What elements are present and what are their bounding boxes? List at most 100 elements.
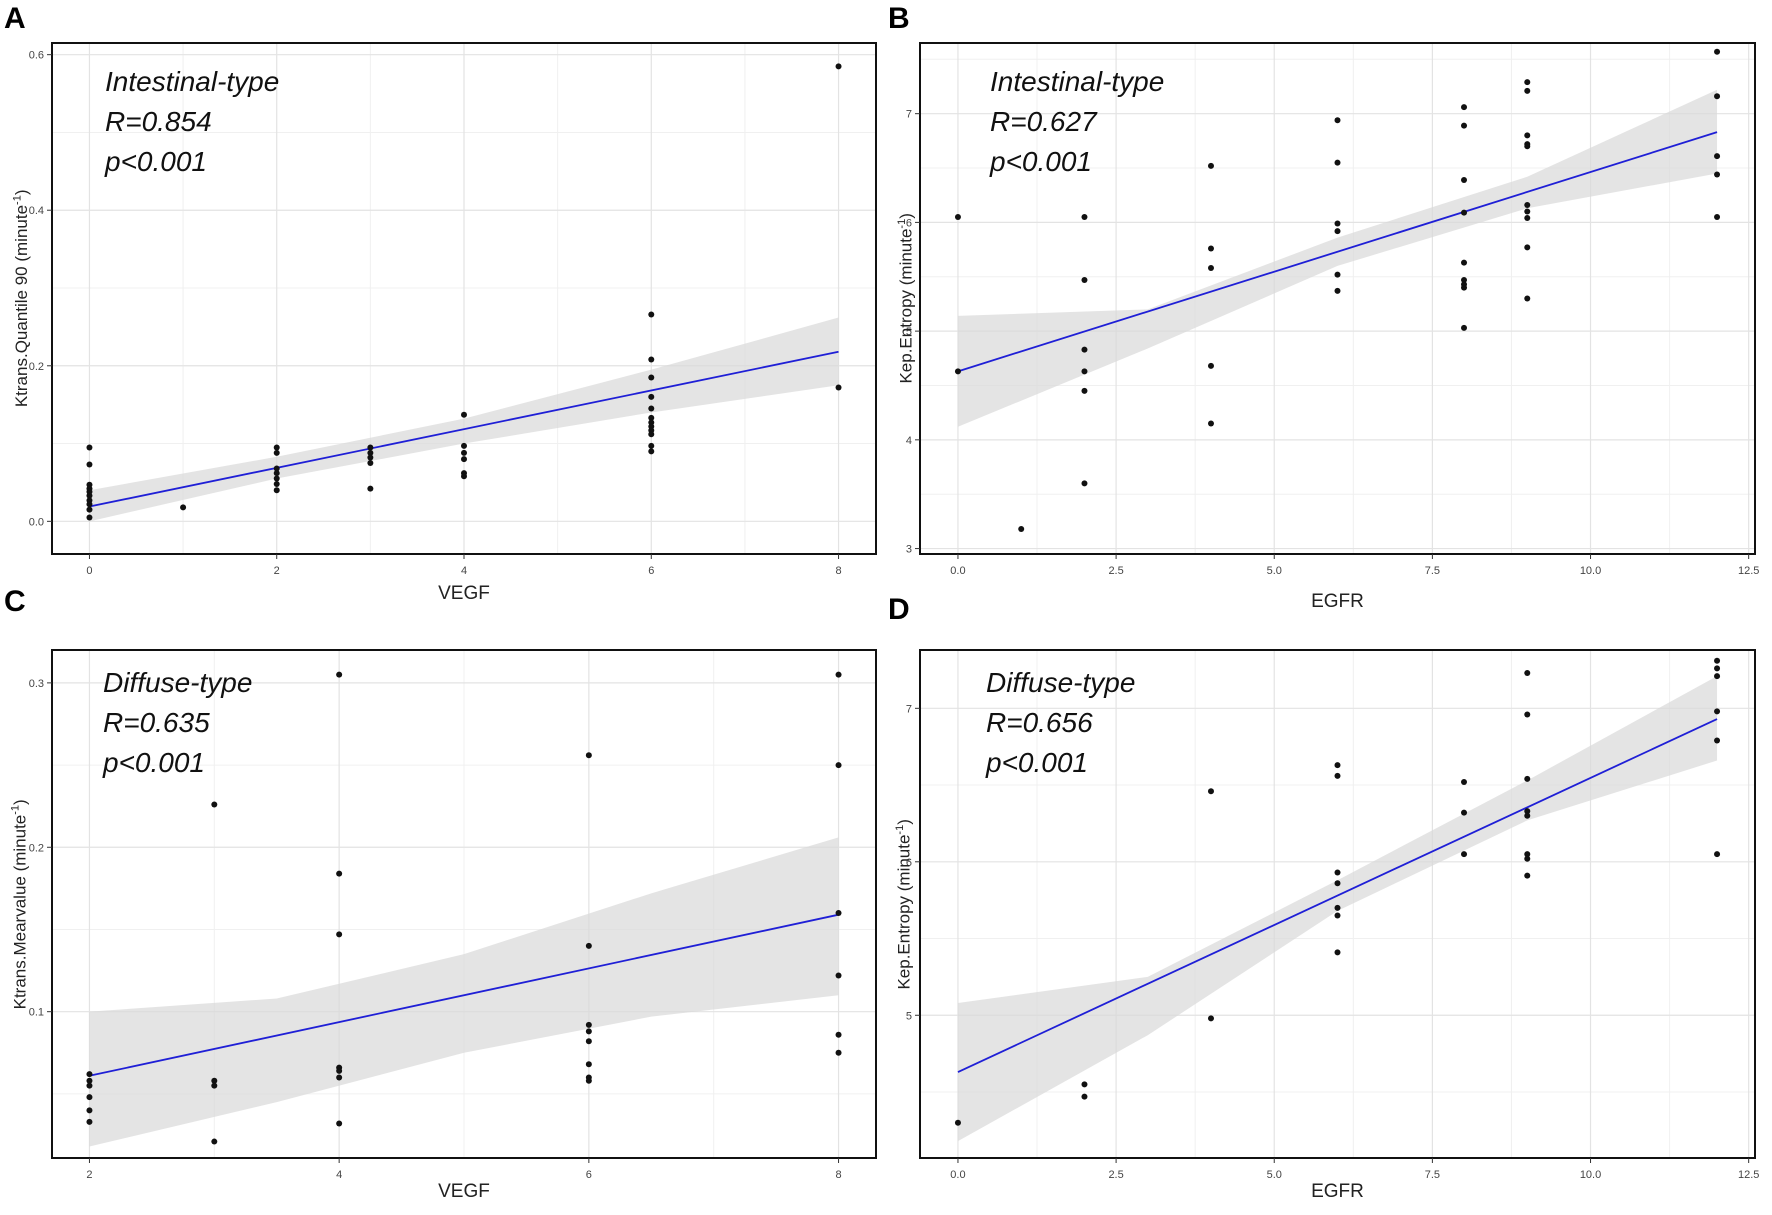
y-axis-label-text: Kep.Entropy (minute [896, 228, 916, 384]
data-point [1524, 872, 1531, 879]
regression-line [957, 131, 1718, 373]
panel-letter: C [4, 585, 26, 618]
data-point [1334, 772, 1341, 779]
x-tick-label: 7.5 [1425, 565, 1440, 577]
correlation-annotation: Intestinal-type R=0.854 p<0.001 [105, 62, 279, 182]
y-tick-label: 5 [906, 1010, 912, 1022]
data-point [273, 465, 280, 472]
x-tick-label: 2.5 [1108, 565, 1123, 577]
data-point [1714, 171, 1721, 178]
data-point [86, 1082, 93, 1089]
x-tick-label: 2 [274, 565, 280, 577]
annotation-p-value: p<0.001 [105, 146, 207, 177]
data-point [648, 374, 655, 381]
data-point [1524, 79, 1531, 86]
plot-border [51, 649, 877, 1159]
data-point [1714, 213, 1721, 220]
data-point [1081, 1081, 1088, 1088]
x-tick-label: 10.0 [1580, 565, 1601, 577]
data-point [1714, 657, 1721, 664]
plot-border [919, 42, 1756, 555]
data-point [336, 1120, 343, 1127]
y-axis-label-superscript: -1 [11, 195, 24, 205]
annotation-r-value: R=0.627 [990, 106, 1097, 137]
data-point [1018, 525, 1025, 532]
data-point [1334, 271, 1341, 278]
data-point [1081, 277, 1088, 284]
x-tick-label: 8 [835, 565, 841, 577]
data-point [1081, 480, 1088, 487]
data-point [1207, 162, 1214, 169]
data-point [1334, 869, 1341, 876]
data-point [461, 473, 467, 480]
data-point [835, 671, 842, 678]
y-axis-label-text: Kep.Entropy (minute [894, 834, 914, 990]
data-point [336, 1074, 343, 1081]
data-point [1524, 670, 1531, 677]
confidence-band [89, 837, 839, 1147]
y-tick-label: 3 [906, 544, 912, 556]
data-point [1334, 762, 1341, 769]
data-point [585, 752, 592, 759]
data-point [1207, 788, 1214, 795]
annotation-type: Intestinal-type [990, 66, 1165, 97]
data-point [1081, 346, 1088, 353]
data-point [86, 1118, 93, 1125]
plot-d: 0.0 2.5 5.0 7.5 10.0 12.5 5 6 7 [906, 649, 1759, 1181]
data-point [1714, 48, 1721, 55]
data-point [1524, 87, 1531, 94]
data-point [1334, 117, 1341, 124]
x-tick-label: 12.5 [1738, 1169, 1759, 1181]
y-tick-label: 4 [906, 435, 912, 447]
y-axis-label-superscript: -1 [895, 218, 908, 229]
data-point [1714, 708, 1721, 715]
data-point [585, 1028, 592, 1035]
y-axis-label-paren: ) [12, 189, 32, 196]
y-axis-label: Kep.Entropy (minute-1) [894, 819, 915, 989]
x-tick-label: 0.0 [950, 565, 965, 577]
data-point [648, 356, 655, 363]
y-tick-label: 6 [906, 857, 912, 869]
annotation-r-value: R=0.635 [103, 707, 210, 738]
data-point [1461, 259, 1468, 266]
data-point [367, 454, 374, 461]
data-point [585, 1038, 592, 1045]
data-point [585, 1077, 592, 1084]
data-point [835, 384, 842, 391]
data-point [1334, 287, 1341, 294]
data-point [835, 762, 842, 769]
y-axis-label: Kep.Entropy (minute-1) [896, 213, 917, 383]
y-axis-label-superscript: -1 [9, 804, 22, 815]
data-point [86, 506, 93, 513]
x-axis-label: EGFR [1311, 1181, 1364, 1202]
panel-letter: B [888, 2, 910, 35]
data-point [1524, 851, 1531, 858]
x-tick-label: 5.0 [1267, 565, 1282, 577]
x-axis-label: VEGF [438, 1181, 490, 1202]
data-point [648, 311, 655, 318]
y-tick-label: 6 [906, 217, 912, 229]
data-point [1461, 209, 1468, 216]
data-point [86, 501, 93, 508]
data-point [336, 870, 343, 877]
data-point [1714, 153, 1721, 160]
x-tick-label: 10.0 [1580, 1169, 1601, 1181]
data-point [1461, 277, 1468, 284]
data-point [1714, 93, 1721, 100]
data-point [1524, 215, 1531, 222]
panel-letter: D [888, 593, 910, 626]
x-tick-label: 8 [835, 1169, 841, 1181]
data-point [86, 1107, 93, 1114]
data-point [1461, 809, 1468, 816]
y-axis-label: Ktrans.Quantile 90 (minute-1) [12, 189, 33, 407]
data-point [1524, 775, 1531, 782]
data-point [1524, 855, 1531, 862]
data-point [1461, 176, 1468, 183]
confidence-band [957, 89, 1718, 427]
annotation-p-value: p<0.001 [986, 747, 1088, 778]
data-point [461, 456, 467, 463]
data-point [585, 942, 592, 949]
data-point [86, 514, 93, 521]
data-point [1207, 362, 1214, 369]
data-point [1714, 665, 1721, 672]
